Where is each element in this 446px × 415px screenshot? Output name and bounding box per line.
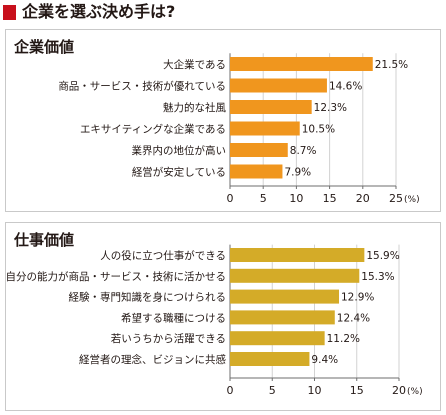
- x-tick-label: 20: [356, 192, 370, 205]
- bar: [230, 289, 340, 304]
- x-tick-label: 25: [389, 192, 403, 205]
- category-label: 魅力的な社風: [163, 101, 226, 114]
- bar: [230, 352, 310, 366]
- chart-panel-job-value: 仕事価値 人の役に立つ仕事ができる 15.9% 自分の能力が商品・サービス・技術に活…: [5, 222, 441, 411]
- category-label: 人の役に立つ仕事ができる: [100, 249, 226, 262]
- data-label: 7.9%: [284, 167, 311, 179]
- x-tick-label: 10: [289, 192, 303, 205]
- category-label: 若いうちから活躍できる: [111, 332, 226, 345]
- category-label: 自分の能力が商品・サービス・技術に活かせる: [6, 270, 226, 283]
- bar: [230, 121, 300, 136]
- bar: [230, 331, 325, 346]
- bar: [230, 164, 283, 179]
- bar: [230, 248, 365, 262]
- data-label: 15.9%: [366, 250, 399, 262]
- bar: [230, 78, 327, 93]
- data-label: 9.4%: [311, 354, 338, 366]
- x-axis-unit: (%): [407, 387, 423, 397]
- category-label: 商品・サービス・技術が優れている: [58, 80, 226, 93]
- data-label: 15.3%: [361, 271, 394, 283]
- category-label: 経営が安定している: [132, 166, 226, 179]
- bar-chart-job-value: 人の役に立つ仕事ができる 15.9% 自分の能力が商品・サービス・技術に活かせる 15…: [6, 244, 423, 397]
- title-marker: [3, 5, 16, 20]
- x-tick-label: 5: [269, 384, 276, 397]
- data-label: 12.9%: [341, 292, 374, 304]
- bar: [230, 268, 360, 283]
- x-tick-label: 0: [227, 192, 234, 205]
- data-label: 11.2%: [327, 333, 360, 345]
- bar: [230, 310, 335, 325]
- data-label: 8.7%: [290, 145, 317, 157]
- data-label: 12.3%: [314, 102, 347, 114]
- bar-chart-corporate-value: 大企業である 21.5% 商品・サービス・技術が優れている 14.6% 魅力的な社風 12…: [58, 53, 420, 205]
- x-tick-label: 15: [350, 384, 364, 397]
- data-label: 10.5%: [302, 124, 335, 136]
- data-label: 14.6%: [329, 81, 362, 93]
- data-label: 12.4%: [337, 312, 370, 324]
- category-label: エキサイティングな企業である: [80, 123, 226, 136]
- bar: [230, 143, 288, 157]
- x-tick-label: 10: [308, 384, 322, 397]
- category-label: 希望する職種につける: [121, 311, 226, 324]
- category-label: 経験・専門知識を身につけられる: [69, 291, 227, 304]
- x-tick-label: 20: [392, 384, 406, 397]
- main-title: 企業を選ぶ決め手は?: [0, 0, 446, 26]
- chart-panel-corporate-value: 企業価値 大企業である 21.5% 商品・サービス・技術が優れている 14.6% 魅力的…: [5, 29, 441, 212]
- category-label: 業界内の地位が高い: [132, 144, 227, 157]
- x-tick-label: 0: [227, 384, 234, 397]
- x-tick-label: 5: [260, 192, 267, 205]
- data-label: 21.5%: [375, 59, 408, 71]
- x-axis-unit: (%): [404, 195, 420, 205]
- bar: [230, 57, 373, 71]
- chart-title: 企業価値: [14, 38, 75, 56]
- x-tick-label: 15: [323, 192, 337, 205]
- page-title: 企業を選ぶ決め手は?: [22, 2, 176, 21]
- category-label: 経営者の理念、ビジョンに共感: [79, 353, 226, 366]
- bar: [230, 100, 312, 114]
- chart-title: 仕事価値: [14, 231, 75, 249]
- category-label: 大企業である: [163, 58, 226, 71]
